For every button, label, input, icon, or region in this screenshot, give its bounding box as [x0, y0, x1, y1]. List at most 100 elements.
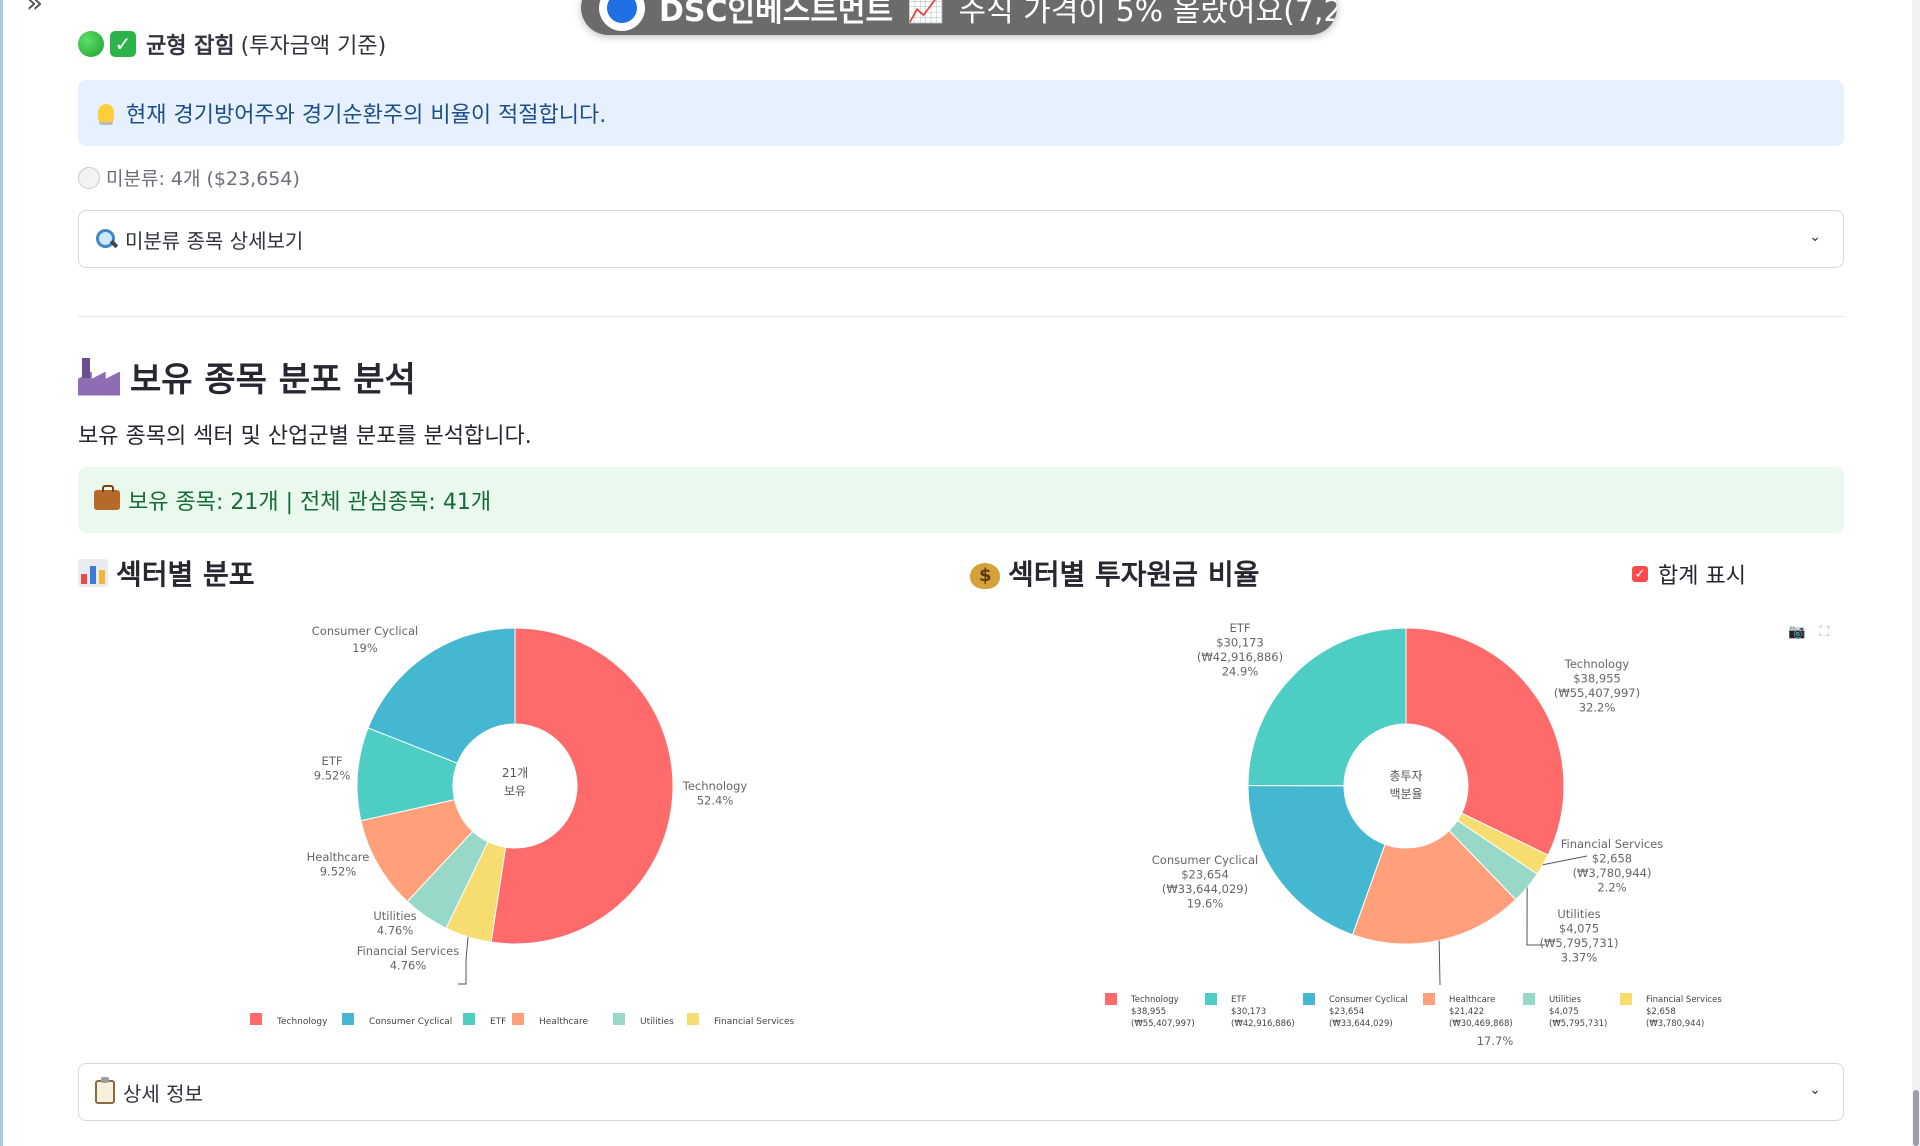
- data-label-consumer-cyclical: Consumer Cyclical: [1152, 853, 1258, 867]
- legend-label-technology[interactable]: $38,955: [1131, 1007, 1166, 1017]
- legend-label-healthcare[interactable]: $21,422: [1449, 1007, 1484, 1017]
- data-label-utilities: 4.76%: [377, 924, 414, 938]
- legend-swatch-etf[interactable]: [1205, 993, 1217, 1005]
- legend-swatch-financial-services[interactable]: [687, 1013, 699, 1025]
- legend-label-healthcare[interactable]: (₩30,469,868): [1449, 1019, 1513, 1029]
- sector-chart-title: 섹터별 분포: [78, 553, 255, 593]
- legend-label-technology[interactable]: Technology: [276, 1017, 328, 1027]
- data-label-technology: 52.4%: [697, 794, 734, 808]
- legend-swatch-consumer-cyclical[interactable]: [1303, 993, 1315, 1005]
- balance-status: ✓ 균형 잡힘 (투자금액 기준): [78, 28, 386, 60]
- unclassified-text: 미분류: 4개 ($23,654): [106, 168, 300, 190]
- toast-message: 주식 가격이 5% 올랐어요(7,250원): [958, 0, 1338, 29]
- pie-slice-consumer-cyclical[interactable]: [367, 627, 516, 764]
- data-label-consumer-cyclical: 19.6%: [1187, 897, 1224, 911]
- legend-label-etf[interactable]: ETF: [1231, 995, 1247, 1005]
- legend-label-financial-services[interactable]: $2,658: [1646, 1007, 1676, 1017]
- camera-icon[interactable]: 📷: [1788, 624, 1806, 640]
- legend-label-consumer-cyclical[interactable]: Consumer Cyclical: [1329, 995, 1408, 1005]
- unclassified-expander[interactable]: 미분류 종목 상세보기 ⌄: [78, 210, 1844, 268]
- invest-chart-title: 섹터별 투자원금 비율: [970, 553, 1259, 593]
- section-description: 보유 종목의 섹터 및 산업군별 분포를 분석합니다.: [78, 424, 532, 449]
- legend-label-consumer-cyclical[interactable]: (₩33,644,029): [1329, 1019, 1393, 1029]
- legend-label-utilities[interactable]: (₩5,795,731): [1549, 1019, 1607, 1029]
- legend-swatch-financial-services[interactable]: [1620, 993, 1632, 1005]
- data-label-healthcare: 17.7%: [1477, 1034, 1514, 1048]
- legend-label-technology[interactable]: Technology: [1130, 995, 1179, 1005]
- green-circle-icon: [78, 31, 104, 57]
- sidebar-expand-icon[interactable]: »: [26, 0, 44, 19]
- data-label-etf: $30,173: [1216, 636, 1264, 650]
- legend-label-financial-services[interactable]: (₩3,780,944): [1646, 1019, 1704, 1029]
- app-logo-icon: [599, 0, 645, 31]
- data-label-etf: 9.52%: [314, 769, 351, 783]
- briefcase-icon: [94, 485, 120, 510]
- legend-label-consumer-cyclical[interactable]: Consumer Cyclical: [369, 1017, 452, 1027]
- scrollbar-track[interactable]: [1912, 0, 1920, 1146]
- legend-swatch-utilities[interactable]: [1523, 993, 1535, 1005]
- legend-label-financial-services[interactable]: Financial Services: [1646, 995, 1722, 1005]
- data-label-consumer-cyclical: $23,654: [1181, 868, 1229, 882]
- check-mark-icon: ✓: [110, 31, 136, 57]
- data-label-financial-services: 2.2%: [1597, 881, 1626, 895]
- legend-swatch-etf[interactable]: [463, 1013, 475, 1025]
- white-circle-icon: [78, 166, 100, 189]
- toast-notification: DSC인베스트먼트 📈 주식 가격이 5% 올랐어요(7,250원): [581, 0, 1337, 35]
- legend-swatch-healthcare[interactable]: [1423, 993, 1435, 1005]
- chart-center-sublabel: 백분율: [1389, 787, 1422, 801]
- legend-label-consumer-cyclical[interactable]: $23,654: [1329, 1007, 1364, 1017]
- leader-line: [1438, 940, 1441, 986]
- legend-label-financial-services[interactable]: Financial Services: [714, 1017, 795, 1027]
- legend-swatch-technology[interactable]: [1105, 993, 1117, 1005]
- leader-line: [458, 936, 469, 985]
- legend-label-etf[interactable]: (₩42,916,886): [1231, 1019, 1295, 1029]
- legend-swatch-technology[interactable]: [250, 1013, 262, 1025]
- pie-slice-consumer-cyclical[interactable]: [1247, 784, 1386, 936]
- data-label-utilities: 3.37%: [1561, 951, 1598, 965]
- fullscreen-icon[interactable]: ⛶: [1819, 624, 1830, 640]
- sector-chart-title-text: 섹터별 분포: [116, 558, 255, 591]
- data-label-consumer-cyclical: Consumer Cyclical: [312, 624, 418, 638]
- legend-label-utilities[interactable]: $4,075: [1549, 1007, 1579, 1017]
- chevron-down-icon[interactable]: ⌄: [1809, 229, 1821, 245]
- balance-advice-text: 현재 경기방어주와 경기순환주의 비율이 적절합니다.: [126, 103, 607, 128]
- legend-label-etf[interactable]: $30,173: [1231, 1007, 1266, 1017]
- show-total-checkbox[interactable]: ✓ 합계 표시: [1632, 558, 1746, 590]
- chart-up-icon: 📈: [907, 0, 945, 25]
- legend-swatch-healthcare[interactable]: [512, 1013, 524, 1025]
- legend-label-healthcare[interactable]: Healthcare: [539, 1017, 589, 1027]
- chart-modebar: 📷 ⛶: [1788, 624, 1829, 640]
- pie-slice-technology[interactable]: [1405, 627, 1565, 856]
- data-label-technology: Technology: [682, 779, 748, 793]
- chevron-down-icon[interactable]: ⌄: [1809, 1082, 1821, 1098]
- chart-center-label: 총투자: [1389, 769, 1422, 783]
- legend-label-technology[interactable]: (₩55,407,997): [1131, 1019, 1195, 1029]
- data-label-utilities: (₩5,795,731): [1540, 936, 1619, 950]
- scrollbar-thumb[interactable]: [1913, 1090, 1919, 1146]
- show-total-label: 합계 표시: [1658, 564, 1746, 589]
- checkbox-checked-icon[interactable]: ✓: [1632, 566, 1648, 582]
- data-label-technology: $38,955: [1573, 672, 1621, 686]
- detail-expander[interactable]: 상세 정보 ⌄: [78, 1063, 1844, 1121]
- unclassified-expander-label: 미분류 종목 상세보기: [125, 228, 304, 253]
- legend-swatch-utilities[interactable]: [613, 1013, 625, 1025]
- clipboard-icon: [95, 1077, 115, 1104]
- pie-slice-healthcare[interactable]: [1351, 829, 1517, 945]
- leader-line: [1526, 887, 1545, 946]
- data-label-financial-services: (₩3,780,944): [1573, 866, 1652, 880]
- legend-swatch-consumer-cyclical[interactable]: [342, 1013, 354, 1025]
- pie-slice-etf[interactable]: [1247, 627, 1407, 787]
- legend-label-utilities[interactable]: Utilities: [640, 1017, 674, 1027]
- pie-slice-technology[interactable]: [490, 627, 674, 945]
- legend-label-etf[interactable]: ETF: [490, 1017, 506, 1027]
- data-label-etf: (₩42,916,886): [1197, 650, 1283, 664]
- data-label-etf: 24.9%: [1222, 665, 1259, 679]
- factory-icon: [78, 357, 120, 396]
- section-title: 보유 종목 분포 분석: [78, 352, 416, 401]
- legend-label-healthcare[interactable]: Healthcare: [1449, 995, 1495, 1005]
- toast-company: DSC인베스트먼트: [659, 0, 894, 29]
- data-label-technology: (₩55,407,997): [1554, 686, 1640, 700]
- legend-label-utilities[interactable]: Utilities: [1549, 995, 1582, 1005]
- holdings-summary-box: 보유 종목: 21개 | 전체 관심종목: 41개: [78, 467, 1844, 533]
